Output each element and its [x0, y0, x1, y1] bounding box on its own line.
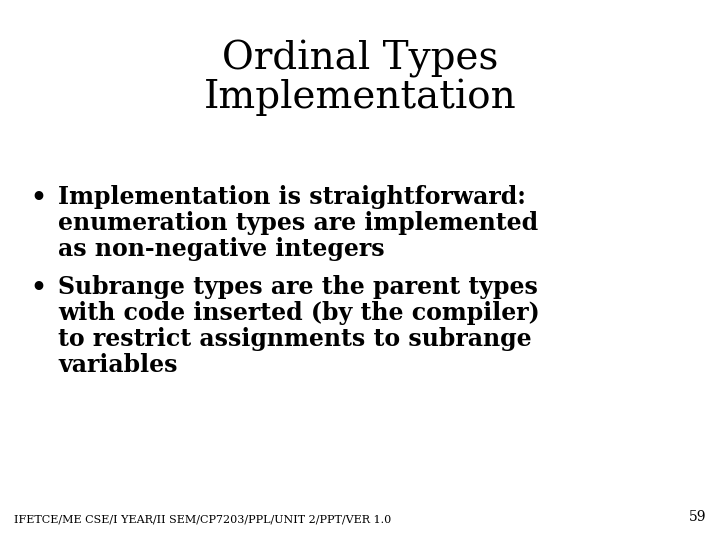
Text: enumeration types are implemented: enumeration types are implemented: [58, 211, 538, 235]
Text: 59: 59: [688, 510, 706, 524]
Text: •: •: [30, 275, 46, 299]
Text: •: •: [30, 185, 46, 209]
Text: Ordinal Types: Ordinal Types: [222, 40, 498, 78]
Text: Implementation: Implementation: [204, 78, 516, 116]
Text: IFETCE/ME CSE/I YEAR/II SEM/CP7203/PPL/UNIT 2/PPT/VER 1.0: IFETCE/ME CSE/I YEAR/II SEM/CP7203/PPL/U…: [14, 514, 391, 524]
Text: with code inserted (by the compiler): with code inserted (by the compiler): [58, 301, 540, 325]
Text: Implementation is straightforward:: Implementation is straightforward:: [58, 185, 526, 209]
Text: as non-negative integers: as non-negative integers: [58, 237, 384, 261]
Text: to restrict assignments to subrange: to restrict assignments to subrange: [58, 327, 531, 351]
Text: variables: variables: [58, 353, 178, 377]
Text: Subrange types are the parent types: Subrange types are the parent types: [58, 275, 538, 299]
